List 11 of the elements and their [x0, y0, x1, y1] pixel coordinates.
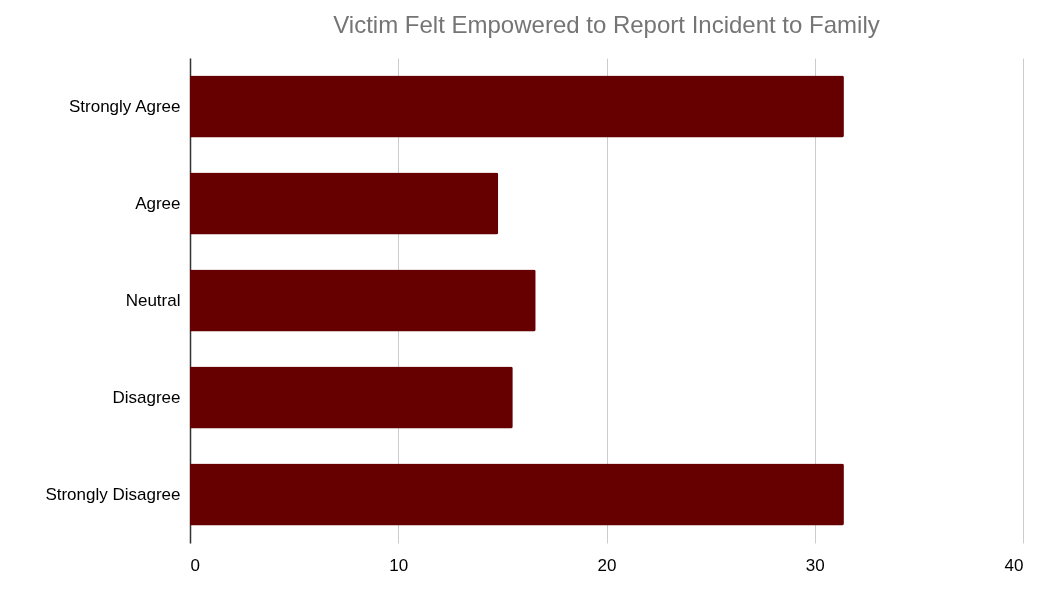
x-tick-label: 0	[190, 555, 200, 575]
chart-title: Victim Felt Empowered to Report Incident to Family	[333, 11, 880, 38]
y-tick-label: Disagree	[112, 387, 181, 407]
y-tick-label: Neutral	[125, 290, 181, 310]
y-tick-label: Strongly Agree	[68, 96, 181, 116]
y-tick-label: Agree	[135, 193, 181, 213]
x-tick-label: 30	[805, 555, 825, 575]
y-tick-label: Strongly Disagree	[45, 484, 181, 504]
x-tick-label: 10	[389, 555, 409, 575]
x-tick-label: 20	[597, 555, 617, 575]
x-tick-label: 40	[1004, 555, 1024, 575]
